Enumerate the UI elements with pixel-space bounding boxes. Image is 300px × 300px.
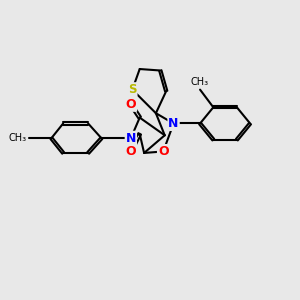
Text: O: O bbox=[158, 145, 169, 158]
Text: O: O bbox=[125, 98, 136, 111]
Text: N: N bbox=[168, 117, 179, 130]
Text: S: S bbox=[128, 83, 136, 96]
Text: CH₃: CH₃ bbox=[191, 77, 209, 87]
Text: N: N bbox=[126, 132, 136, 145]
Text: O: O bbox=[125, 145, 136, 158]
Text: CH₃: CH₃ bbox=[8, 133, 26, 143]
